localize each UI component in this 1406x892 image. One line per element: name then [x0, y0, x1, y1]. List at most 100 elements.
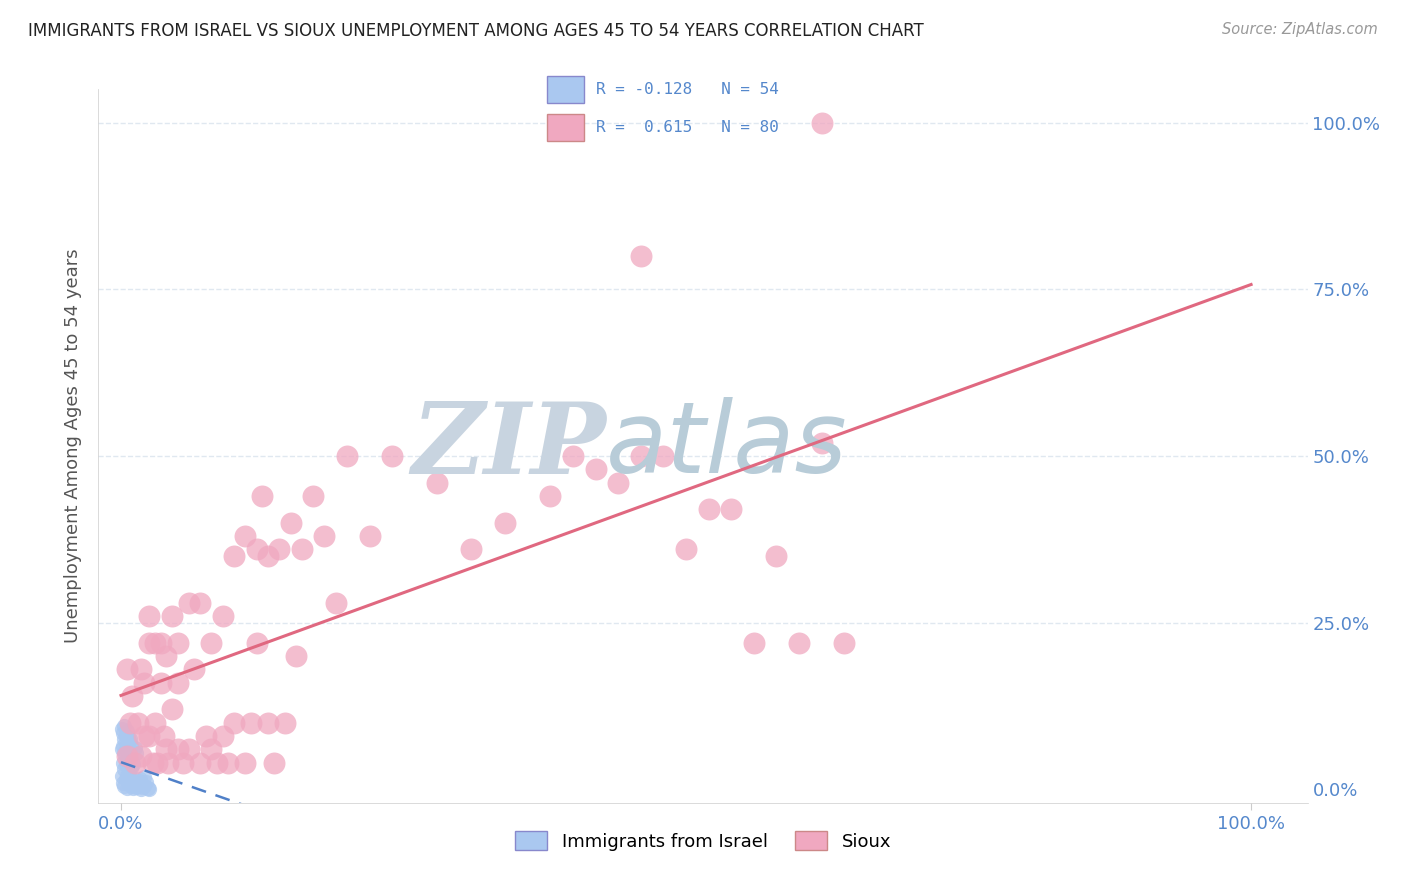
Point — [280, 516, 302, 530]
Point — [124, 779, 146, 793]
Text: R = -0.128   N = 54: R = -0.128 N = 54 — [596, 82, 779, 96]
Point — [114, 757, 136, 772]
Point — [120, 732, 142, 747]
Point — [200, 636, 222, 650]
Point — [124, 756, 146, 770]
Point — [132, 779, 155, 793]
Point — [143, 636, 166, 650]
Point — [177, 742, 200, 756]
Point — [200, 742, 222, 756]
Point — [246, 542, 269, 557]
Point — [114, 742, 136, 756]
Point — [124, 741, 146, 756]
Point — [115, 752, 138, 766]
Point — [177, 596, 200, 610]
Point — [630, 449, 652, 463]
Point — [136, 781, 159, 796]
Point — [112, 732, 135, 747]
Point — [183, 662, 205, 676]
Point — [166, 675, 188, 690]
FancyBboxPatch shape — [547, 114, 583, 141]
Point — [336, 449, 359, 463]
Point — [149, 675, 172, 690]
Point — [263, 756, 285, 770]
Point — [697, 502, 720, 516]
Point — [132, 729, 155, 743]
Point — [117, 744, 139, 758]
Point — [787, 636, 810, 650]
Point — [194, 729, 217, 743]
Point — [285, 649, 308, 664]
Point — [142, 756, 165, 770]
Point — [138, 729, 160, 743]
Point — [121, 755, 143, 769]
Point — [118, 777, 141, 791]
Point — [302, 489, 325, 503]
Point — [115, 749, 138, 764]
Point — [630, 249, 652, 263]
Point — [118, 747, 141, 762]
Point — [607, 475, 630, 490]
Point — [121, 779, 143, 793]
Point — [233, 756, 256, 770]
Point — [131, 780, 153, 795]
Point — [112, 763, 135, 777]
Point — [111, 769, 134, 783]
Point — [166, 742, 188, 756]
Point — [205, 756, 228, 770]
Point — [832, 636, 855, 650]
Point — [217, 756, 239, 770]
Point — [127, 776, 149, 790]
Point — [115, 781, 138, 796]
Point — [381, 449, 404, 463]
Point — [118, 734, 141, 748]
Point — [120, 715, 142, 730]
Point — [120, 771, 142, 785]
Point — [117, 774, 139, 789]
Y-axis label: Unemployment Among Ages 45 to 54 years: Unemployment Among Ages 45 to 54 years — [65, 249, 83, 643]
Point — [157, 756, 180, 770]
Text: Source: ZipAtlas.com: Source: ZipAtlas.com — [1222, 22, 1378, 37]
Point — [112, 779, 135, 793]
Point — [314, 529, 336, 543]
Point — [131, 781, 153, 796]
Point — [562, 449, 585, 463]
Point — [166, 636, 188, 650]
Point — [274, 715, 297, 730]
Point — [325, 596, 347, 610]
Point — [111, 742, 134, 756]
Point — [114, 729, 136, 743]
Point — [720, 502, 742, 516]
Point — [125, 746, 148, 760]
Point — [132, 675, 155, 690]
Point — [112, 739, 135, 753]
Point — [135, 775, 157, 789]
Point — [115, 662, 138, 676]
Point — [269, 542, 291, 557]
Point — [291, 542, 314, 557]
Point — [120, 761, 142, 775]
Point — [585, 462, 607, 476]
Point — [211, 729, 233, 743]
Point — [742, 636, 765, 650]
Point — [115, 723, 138, 738]
Point — [810, 115, 832, 129]
Point — [153, 729, 176, 743]
Point — [155, 742, 177, 756]
Point — [131, 662, 153, 676]
Point — [129, 772, 152, 786]
Point — [112, 756, 135, 770]
Point — [146, 756, 169, 770]
Point — [120, 739, 142, 753]
Point — [127, 715, 149, 730]
Point — [111, 723, 134, 737]
Point — [143, 715, 166, 730]
Point — [233, 529, 256, 543]
Point — [460, 542, 482, 557]
Point — [160, 609, 183, 624]
Point — [128, 773, 150, 788]
Point — [675, 542, 697, 557]
Point — [222, 715, 245, 730]
Point — [112, 746, 135, 760]
Text: ZIP: ZIP — [412, 398, 606, 494]
